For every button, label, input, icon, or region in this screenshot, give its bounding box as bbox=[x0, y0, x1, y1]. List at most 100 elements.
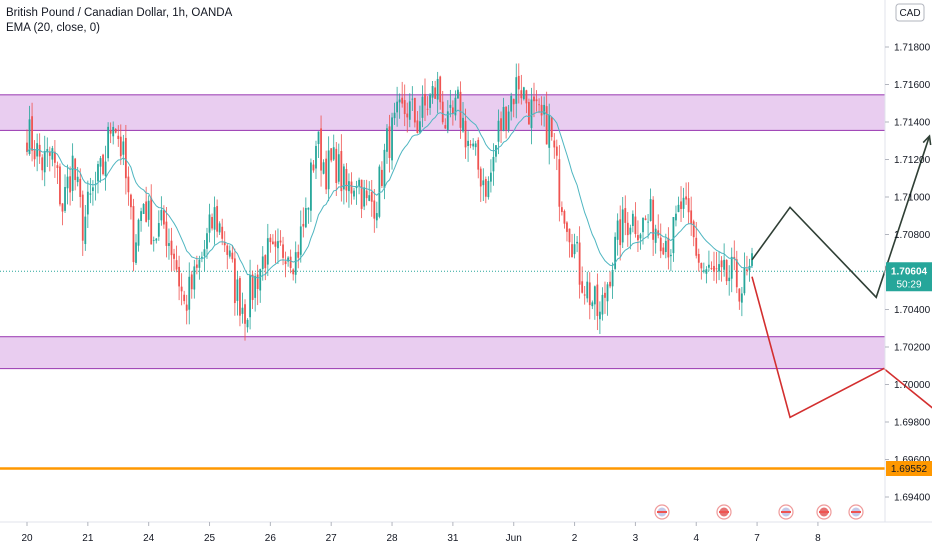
economic-event-flag-icon[interactable] bbox=[716, 504, 732, 520]
candle bbox=[571, 234, 573, 258]
candle bbox=[304, 197, 307, 229]
time-tick-label: 21 bbox=[82, 533, 94, 544]
candle bbox=[566, 221, 568, 242]
candle bbox=[484, 176, 487, 204]
candle bbox=[659, 223, 662, 259]
price-tick-label: 1.71600 bbox=[894, 80, 931, 91]
candle bbox=[150, 184, 153, 245]
candle bbox=[482, 168, 485, 201]
candle bbox=[685, 182, 687, 205]
candle bbox=[69, 166, 71, 206]
price-tick-label: 1.70200 bbox=[894, 343, 931, 354]
bullish-projection-path[interactable] bbox=[751, 135, 931, 299]
candle bbox=[386, 124, 388, 164]
candle bbox=[170, 227, 173, 272]
indicator-label[interactable]: EMA (20, close, 0) bbox=[6, 22, 100, 34]
candle bbox=[64, 174, 66, 214]
candle bbox=[444, 118, 447, 130]
candle bbox=[157, 210, 160, 241]
candle bbox=[132, 198, 135, 272]
currency-badge[interactable]: CAD bbox=[895, 3, 925, 22]
candle bbox=[391, 112, 393, 170]
price-tick-label: 1.69400 bbox=[894, 493, 931, 504]
candle bbox=[152, 236, 155, 252]
candle bbox=[738, 288, 741, 310]
candle bbox=[715, 251, 718, 284]
candle bbox=[413, 97, 416, 128]
candle bbox=[168, 228, 170, 260]
price-tick-label: 1.71000 bbox=[894, 193, 931, 204]
economic-event-flag-icon[interactable] bbox=[778, 504, 794, 520]
candle bbox=[434, 80, 437, 100]
candle bbox=[165, 206, 168, 258]
candle bbox=[644, 215, 647, 221]
candle bbox=[137, 218, 140, 252]
candle bbox=[180, 273, 183, 306]
candle bbox=[130, 193, 132, 220]
candle bbox=[277, 228, 279, 265]
candle bbox=[730, 247, 733, 293]
candle bbox=[421, 85, 424, 128]
candle bbox=[586, 271, 589, 303]
candle bbox=[512, 98, 515, 118]
current-price-label[interactable]: 1.70604 50:29 bbox=[886, 262, 932, 292]
candle bbox=[378, 164, 381, 219]
time-tick-label: 2 bbox=[572, 533, 578, 544]
candle bbox=[360, 179, 363, 219]
candle bbox=[614, 232, 617, 271]
candle bbox=[287, 256, 290, 267]
candle bbox=[599, 301, 601, 334]
candle bbox=[59, 163, 61, 207]
candle bbox=[662, 243, 665, 256]
candle bbox=[472, 138, 475, 150]
candle bbox=[490, 159, 492, 193]
candle bbox=[619, 205, 622, 261]
economic-events bbox=[654, 504, 864, 520]
candle bbox=[284, 251, 287, 278]
candle bbox=[593, 285, 596, 320]
candle bbox=[117, 125, 120, 147]
candle bbox=[38, 133, 41, 164]
candle bbox=[102, 153, 104, 176]
candle bbox=[578, 226, 581, 299]
candle bbox=[31, 102, 33, 162]
candle bbox=[119, 124, 122, 165]
time-tick-label: 20 bbox=[21, 533, 33, 544]
time-tick-label: 4 bbox=[693, 533, 699, 544]
candle bbox=[233, 248, 236, 316]
candle bbox=[647, 213, 649, 239]
candle bbox=[221, 218, 224, 246]
candle bbox=[320, 115, 322, 187]
price-tick-label: 1.70000 bbox=[894, 380, 931, 391]
candle bbox=[515, 63, 518, 119]
candle bbox=[533, 82, 535, 118]
candle bbox=[457, 86, 459, 99]
symbol-title[interactable]: British Pound / Canadian Dollar, 1h, OAN… bbox=[6, 7, 233, 19]
candle bbox=[604, 281, 606, 314]
target-price-label[interactable]: 1.69552 bbox=[886, 461, 932, 476]
candle bbox=[185, 294, 188, 325]
candle bbox=[335, 141, 338, 197]
candle bbox=[381, 161, 383, 188]
candle bbox=[274, 230, 277, 264]
candle bbox=[46, 137, 49, 167]
candle bbox=[109, 122, 112, 144]
ema-line bbox=[26, 109, 753, 279]
candle bbox=[654, 224, 657, 254]
candle bbox=[441, 90, 444, 125]
candle bbox=[436, 71, 439, 114]
candle bbox=[451, 100, 454, 126]
candle bbox=[459, 81, 462, 139]
candle bbox=[497, 109, 500, 155]
economic-event-flag-icon[interactable] bbox=[816, 504, 832, 520]
economic-event-flag-icon[interactable] bbox=[654, 504, 670, 520]
candle bbox=[596, 273, 599, 331]
bearish-projection-path[interactable] bbox=[751, 276, 932, 455]
price-tick-label: 1.70800 bbox=[894, 230, 931, 241]
zone-support[interactable] bbox=[0, 336, 885, 369]
candle bbox=[332, 134, 335, 162]
candle bbox=[525, 89, 528, 114]
economic-event-flag-icon[interactable] bbox=[848, 504, 864, 520]
